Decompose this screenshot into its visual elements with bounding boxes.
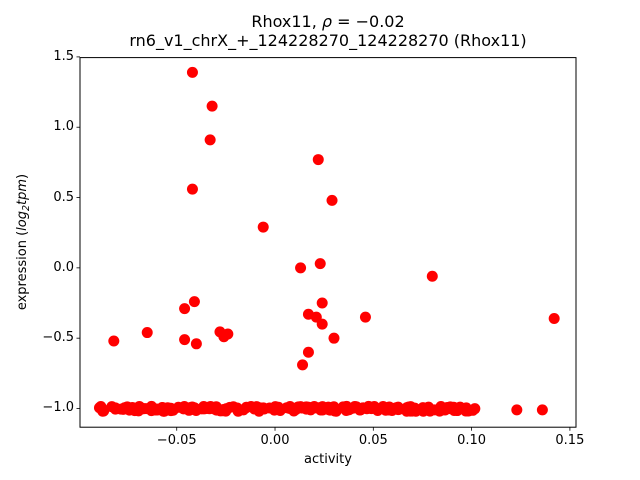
floor-band-point bbox=[178, 402, 190, 414]
scatter-point bbox=[206, 100, 218, 112]
y-tick-label: 1.5 bbox=[53, 48, 74, 64]
y-tick-label: −0.5 bbox=[42, 330, 74, 346]
floor-band-point bbox=[383, 401, 395, 413]
y-tick-label: 0.5 bbox=[53, 189, 74, 205]
rho-symbol: ρ bbox=[321, 12, 333, 31]
x-tick-label: 0.00 bbox=[260, 433, 290, 448]
floor-band-point bbox=[417, 405, 429, 417]
chart-subtitle: rn6_v1_chrX_+_124228270_124228270 (Rhox1… bbox=[129, 31, 527, 50]
scatter-point bbox=[204, 134, 216, 146]
floor-band-point bbox=[117, 403, 129, 415]
floor-band-point bbox=[467, 404, 479, 416]
scatter-point bbox=[359, 311, 371, 323]
scatter-point bbox=[326, 194, 338, 206]
chart-title-block: Rhox11, ρ = −0.02 rn6_v1_chrX_+_12422827… bbox=[80, 12, 576, 50]
scatter-point bbox=[316, 318, 328, 330]
floor-band-point bbox=[313, 402, 325, 414]
x-tick-label: 0.05 bbox=[358, 433, 388, 448]
floor-band-point bbox=[274, 404, 286, 416]
scatter-point bbox=[218, 331, 230, 343]
scatter-point bbox=[511, 404, 523, 416]
floor-band-point bbox=[253, 404, 265, 416]
floor-band-point bbox=[232, 405, 244, 417]
floor-band-point bbox=[324, 404, 336, 416]
floor-band-point bbox=[188, 402, 200, 414]
axes-frame bbox=[79, 57, 577, 428]
y-axis-label-subscript: 2 bbox=[21, 204, 32, 211]
chart-title: Rhox11, ρ = −0.02 bbox=[80, 12, 576, 31]
y-axis-label: expression (log2tpm) bbox=[15, 132, 33, 352]
floor-band-point bbox=[284, 401, 296, 413]
floor-band-point bbox=[151, 403, 163, 415]
y-axis-label-suffix: ) bbox=[15, 173, 30, 179]
scatter-point bbox=[141, 327, 153, 339]
y-tick-label: −1.0 bbox=[42, 400, 74, 416]
floor-band-point bbox=[138, 403, 150, 415]
floor-band-point bbox=[96, 402, 108, 414]
scatter-point bbox=[328, 332, 340, 344]
floor-band-point bbox=[434, 405, 446, 417]
scatter-point bbox=[186, 183, 198, 195]
y-tick-label: 0.0 bbox=[53, 259, 74, 275]
floor-band-point bbox=[210, 401, 222, 413]
scatter-point bbox=[257, 221, 269, 233]
scatter-point bbox=[179, 334, 191, 346]
y-tick-label: 1.0 bbox=[53, 119, 74, 135]
floor-band-point bbox=[264, 402, 276, 414]
scatter-point bbox=[312, 154, 324, 166]
scatter-point bbox=[188, 296, 200, 308]
scatter-point bbox=[295, 262, 307, 274]
floor-band-point bbox=[403, 404, 415, 416]
scatter-point bbox=[179, 303, 191, 315]
scatter-point bbox=[548, 312, 560, 324]
floor-band-point bbox=[167, 404, 179, 416]
x-tick-label: −0.05 bbox=[156, 433, 197, 448]
y-axis-label-prefix: expression ( bbox=[15, 230, 30, 311]
floor-band-point bbox=[444, 401, 456, 413]
scatter-point bbox=[316, 297, 328, 309]
floor-band-point bbox=[356, 402, 368, 414]
floor-band-point bbox=[347, 402, 359, 414]
scatter-point bbox=[536, 404, 548, 416]
scatter-point bbox=[186, 66, 198, 78]
chart-title-value: = −0.02 bbox=[332, 12, 405, 31]
floor-band-point bbox=[109, 403, 121, 415]
y-axis-label-log: log bbox=[15, 211, 30, 231]
x-tick-label: 0.15 bbox=[555, 433, 585, 448]
scatter-point bbox=[108, 335, 120, 347]
floor-band-point bbox=[130, 404, 142, 416]
chart-title-prefix: Rhox11, bbox=[251, 12, 322, 31]
floor-band-point bbox=[371, 403, 383, 415]
x-tick-label: 0.10 bbox=[457, 433, 487, 448]
scatter-point bbox=[297, 359, 309, 371]
scatter-point bbox=[426, 270, 438, 282]
scatter-point bbox=[302, 346, 314, 358]
scatter-point bbox=[314, 258, 326, 270]
scatter-point bbox=[190, 338, 202, 350]
y-axis-label-tpm: tpm bbox=[15, 178, 30, 205]
x-axis-label: activity bbox=[304, 452, 352, 467]
